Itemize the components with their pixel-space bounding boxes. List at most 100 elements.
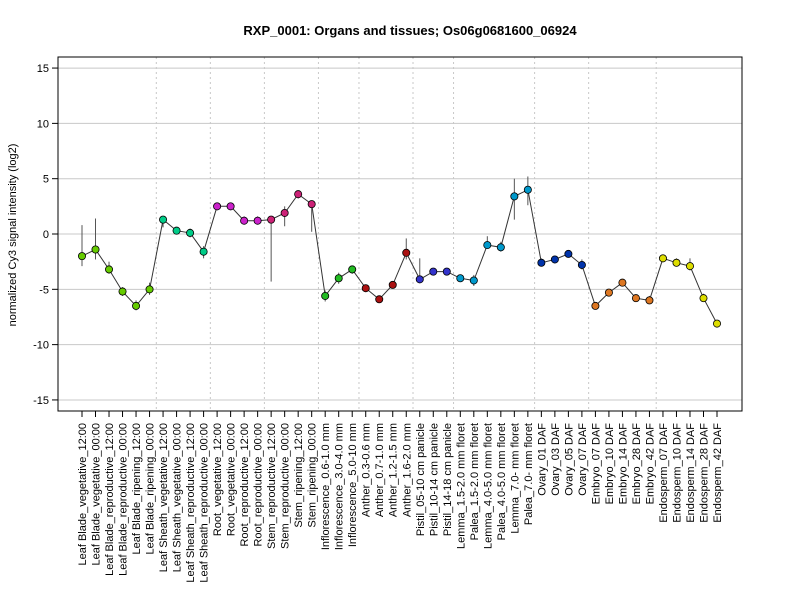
x-tick-label: Anther_1.2-1.5 mm: [388, 423, 400, 517]
x-tick-label: Anther_1.6-2.0 mm: [401, 423, 413, 517]
data-point: [118, 287, 127, 296]
data-point: [375, 295, 384, 304]
data-point: [213, 202, 222, 211]
x-tick-label: Endosperm_14 DAF: [685, 423, 697, 523]
data-point: [564, 249, 573, 258]
data-point: [402, 248, 411, 257]
y-axis-label: normalized Cy3 signal intensity (log2): [7, 144, 19, 327]
data-point: [523, 185, 532, 194]
data-point: [483, 241, 492, 250]
x-tick-label: Ovary_03 DAF: [550, 423, 562, 496]
data-point: [145, 285, 154, 294]
data-point: [510, 192, 519, 201]
x-tick-label: Palea_4.0-5.0 mm floret: [496, 423, 508, 540]
x-tick-label: Embryo_07 DAF: [590, 423, 602, 505]
data-point: [713, 319, 722, 328]
data-point: [469, 276, 478, 285]
x-tick-label: Embryo_42 DAF: [644, 423, 656, 505]
x-tick-label: Leaf Sheath_vegetative_00:00: [172, 423, 184, 572]
x-tick-label: Inflorescence_0.6-1.0 mm: [320, 423, 332, 550]
x-tick-label: Palea_1.5-2.0 mm floret: [469, 423, 481, 540]
x-tick-label: Leaf Blade_vegetative_00:00: [91, 423, 103, 566]
x-tick-label: Leaf Sheath_vegetative_12:00: [158, 423, 170, 572]
data-point: [415, 275, 424, 284]
data-point: [685, 262, 694, 271]
data-point: [334, 274, 343, 283]
x-tick-label: Stem_reproductive_12:00: [266, 423, 278, 549]
x-tick-label: Leaf Blade_ripening_00:00: [145, 423, 157, 555]
x-tick-label: Pistil_14-18 cm panicle: [442, 423, 454, 536]
data-point: [105, 265, 114, 274]
y-tick-label: 5: [43, 174, 49, 186]
data-point: [321, 291, 330, 300]
data-point: [442, 267, 451, 276]
data-point: [604, 288, 613, 297]
x-tick-label: Lemma_1.5-2.0 mm floret: [455, 423, 467, 549]
y-tick-label: 0: [43, 229, 49, 241]
x-tick-label: Pistil_05-10 cm panicle: [415, 423, 427, 536]
x-axis: Leaf Blade_vegetative_12:00 Leaf Blade_ve…: [77, 411, 724, 583]
x-tick-label: Palea_7.0- mm floret: [523, 423, 535, 525]
x-tick-label: Stem_ripening_00:00: [307, 423, 319, 528]
x-tick-label: Stem_ripening_12:00: [293, 423, 305, 528]
data-point: [240, 216, 249, 225]
data-point: [456, 274, 465, 283]
x-tick-label: Root_reproductive_00:00: [253, 423, 265, 547]
data-point: [658, 254, 667, 263]
y-tick-label: -10: [33, 340, 49, 352]
data-point: [699, 294, 708, 303]
data-point: [280, 208, 289, 217]
data-point: [199, 247, 208, 256]
x-tick-label: Leaf Blade_reproductive_12:00: [104, 423, 116, 576]
data-point: [267, 215, 276, 224]
x-tick-label: Ovary_05 DAF: [563, 423, 575, 496]
x-tick-label: Embryo_14 DAF: [617, 423, 629, 505]
data-point: [172, 226, 181, 235]
x-tick-label: Endosperm_28 DAF: [698, 423, 710, 523]
x-tick-label: Embryo_28 DAF: [631, 423, 643, 505]
data-point: [294, 190, 303, 199]
data-point: [577, 260, 586, 269]
y-tick-label: 15: [37, 63, 49, 75]
grid: [58, 57, 742, 411]
data-point: [645, 296, 654, 305]
data-point: [672, 258, 681, 267]
series-line: [81, 189, 718, 324]
x-tick-label: Lemma_7.0- mm floret: [509, 423, 521, 534]
data-point: [429, 267, 438, 276]
x-tick-label: Leaf Blade_ripening_12:00: [131, 423, 143, 555]
x-tick-label: Anther_0.7-1.0 mm: [374, 423, 386, 517]
data-point: [78, 252, 87, 261]
x-tick-label: Stem_reproductive_00:00: [280, 423, 292, 549]
data-point: [631, 294, 640, 303]
data-point: [91, 245, 100, 254]
data-point: [550, 255, 559, 264]
x-tick-label: Leaf Sheath_reproductive_00:00: [199, 423, 211, 583]
x-tick-label: Inflorescence_5.0-10 mm: [347, 423, 359, 547]
x-tick-label: Leaf Sheath_reproductive_12:00: [185, 423, 197, 583]
chart-title: RXP_0001: Organs and tissues; Os06g06816…: [243, 23, 577, 38]
y-tick-label: -15: [33, 395, 49, 407]
x-tick-label: Root_reproductive_12:00: [239, 423, 251, 547]
x-tick-label: Ovary_07 DAF: [577, 423, 589, 496]
x-tick-label: Root_vegetative_00:00: [226, 423, 238, 536]
x-tick-label: Leaf Blade_vegetative_12:00: [77, 423, 89, 566]
x-tick-label: Embryo_10 DAF: [604, 423, 616, 505]
data-point: [307, 200, 316, 209]
data-point: [348, 265, 357, 274]
plot-frame: [57, 56, 743, 412]
x-tick-label: Lemma_4.0-5.0 mm floret: [482, 423, 494, 549]
x-tick-label: Anther_0.3-0.6 mm: [361, 423, 373, 517]
x-tick-label: Pistil_10-14 cm panicle: [428, 423, 440, 536]
data-point: [132, 301, 141, 310]
x-tick-label: Ovary_01 DAF: [536, 423, 548, 496]
y-tick-label: -5: [39, 284, 49, 296]
data-point: [388, 280, 397, 289]
data-point: [618, 278, 627, 287]
y-tick-label: 10: [37, 118, 49, 130]
data-point: [226, 202, 235, 211]
x-tick-label: Endosperm_07 DAF: [658, 423, 670, 523]
x-tick-label: Root_vegetative_12:00: [212, 423, 224, 536]
x-tick-label: Endosperm_10 DAF: [671, 423, 683, 523]
